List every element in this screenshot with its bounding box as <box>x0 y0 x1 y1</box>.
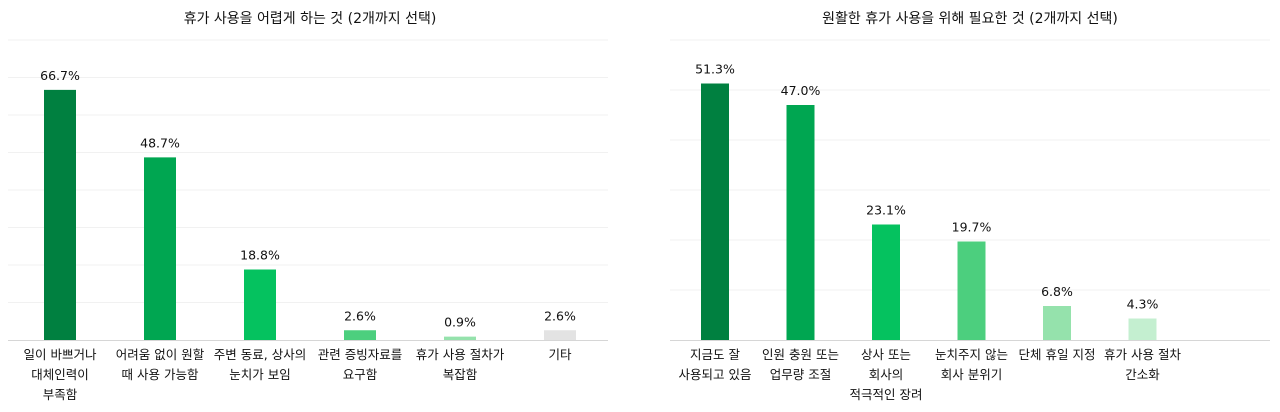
value-label: 51.3% <box>695 62 735 77</box>
category-label: 인원 충원 또는 업무량 조절 <box>762 347 839 382</box>
category-label: 상사 또는 회사의 적극적인 장려 <box>849 347 923 402</box>
bar <box>1128 318 1157 340</box>
right-bar-chart: 원활한 휴가 사용을 위해 필요한 것 (2개까지 선택) 51.3% 47.0%… <box>660 0 1280 412</box>
bar <box>872 224 900 340</box>
value-label: 66.7% <box>40 68 80 83</box>
value-label: 2.6% <box>344 308 376 323</box>
chart-title: 휴가 사용을 어렵게 하는 것 (2개까지 선택) <box>183 11 437 27</box>
value-label: 2.6% <box>544 308 576 323</box>
category-label: 주변 동료, 상사의 눈치가 보임 <box>213 347 307 382</box>
category-label: 눈치주지 않는 회사 분위기 <box>935 347 1008 382</box>
category-label: 휴가 사용 절차가 복잡함 <box>415 347 505 382</box>
right-chart-plot: 51.3% 47.0% 23.1% 19.7% 6.8% 4.3% <box>670 39 1270 341</box>
category-label: 단체 휴일 지정 <box>1018 347 1096 362</box>
bar <box>44 89 76 340</box>
bar <box>701 83 729 340</box>
bar <box>544 330 576 340</box>
category-label: 일이 바쁘거나 대체인력이 부족함 <box>23 347 97 402</box>
bar <box>144 157 176 340</box>
left-chart-plot: 66.7% 48.7% 18.8% 2.6% 0.9% 2.6% <box>8 39 608 341</box>
value-label: 0.9% <box>444 315 476 330</box>
category-label: 지금도 잘 사용되고 있음 <box>678 347 752 382</box>
value-label: 19.7% <box>952 220 992 235</box>
chart-title: 원활한 휴가 사용을 위해 필요한 것 (2개까지 선택) <box>822 11 1118 27</box>
bar <box>444 336 476 340</box>
bar <box>244 269 276 340</box>
left-bar-chart: 휴가 사용을 어렵게 하는 것 (2개까지 선택) 66.7% 48.7% 18.8… <box>0 0 620 412</box>
value-label: 18.8% <box>240 248 280 263</box>
bar <box>1043 306 1071 340</box>
value-label: 6.8% <box>1041 284 1073 299</box>
category-label: 관련 증빙자료를 요구함 <box>317 347 403 382</box>
bar <box>344 330 376 340</box>
category-label: 휴가 사용 절차 간소화 <box>1104 347 1181 382</box>
category-label: 기타 <box>548 347 572 362</box>
bar <box>957 241 986 340</box>
category-label: 어려움 없이 원할 때 사용 가능함 <box>115 347 205 382</box>
value-label: 48.7% <box>140 135 180 150</box>
bar <box>786 105 815 340</box>
value-label: 23.1% <box>866 203 906 218</box>
value-label: 4.3% <box>1127 297 1159 312</box>
value-label: 47.0% <box>781 83 821 98</box>
